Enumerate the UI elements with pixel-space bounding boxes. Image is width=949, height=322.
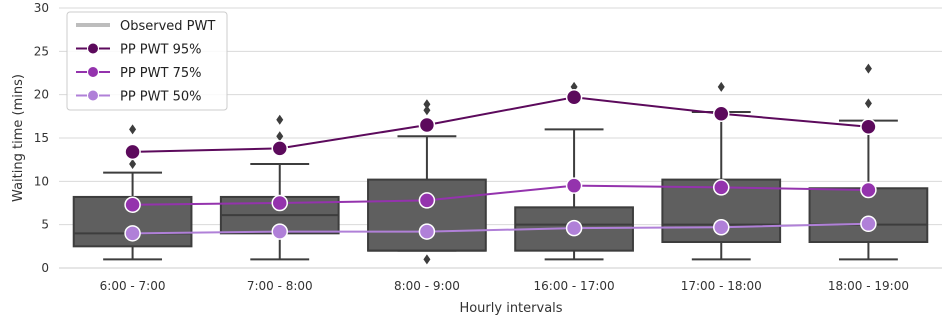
box-iqr	[367, 178, 487, 252]
outlier-point	[717, 81, 725, 92]
boxes	[72, 63, 929, 265]
series-point	[860, 181, 877, 199]
legend: Observed PWT PP PWT 95% PP PWT 75% PP PWT 5…	[66, 11, 228, 111]
x-tick-label: 8:00 - 9:00	[394, 279, 460, 293]
series-point	[418, 116, 436, 134]
series-point	[713, 219, 730, 236]
outlier-point	[864, 63, 872, 74]
legend-label: PP PWT 50%	[120, 90, 201, 105]
outlier-point	[423, 99, 431, 110]
series-line	[132, 222, 869, 235]
series-point	[565, 177, 583, 194]
series-point	[713, 105, 730, 122]
y-tick-label: 10	[34, 174, 49, 188]
x-tick-label: 17:00 - 18:00	[681, 279, 762, 293]
series-point	[418, 223, 436, 240]
x-axis-label: Hourly intervals	[459, 301, 562, 316]
series-2	[124, 177, 877, 213]
series-point	[860, 118, 877, 135]
outlier-point	[276, 114, 284, 125]
series-line	[132, 184, 869, 206]
legend-label: PP PWT 75%	[120, 66, 201, 81]
legend-marker	[87, 66, 99, 78]
series-point	[418, 192, 436, 209]
y-axis-label: Waiting time (mins)	[11, 74, 26, 202]
outlier-point	[129, 159, 137, 169]
outlier-point	[129, 124, 137, 135]
x-tick-label: 7:00 - 8:00	[247, 279, 313, 293]
y-tick-label: 5	[41, 218, 49, 232]
legend-marker	[87, 42, 99, 55]
y-tick-label: 20	[34, 88, 49, 102]
series-point	[124, 225, 141, 242]
outlier-point	[864, 98, 872, 109]
y-tick-labels: 0 5 10 15 20 25 30	[34, 1, 49, 275]
outlier-point	[423, 105, 431, 116]
series-1	[124, 89, 877, 161]
legend-box	[66, 11, 228, 111]
legend-marker	[87, 89, 99, 102]
legend-label: Observed PWT	[120, 19, 215, 34]
x-tick-labels: 6:00 - 7:00 7:00 - 8:00 8:00 - 9:00 16:00 -…	[100, 279, 909, 293]
series-line	[132, 96, 869, 153]
legend-label: PP PWT 95%	[120, 43, 201, 58]
series-3	[124, 215, 877, 242]
series-lines	[124, 89, 877, 242]
series-point	[271, 223, 288, 240]
series-point	[860, 215, 877, 233]
y-tick-label: 25	[34, 44, 49, 58]
series-point	[271, 140, 288, 157]
outlier-point	[423, 254, 431, 265]
legend-entry-2: PP PWT 95%	[76, 42, 201, 58]
series-point	[124, 196, 141, 213]
outlier-point	[276, 131, 284, 142]
x-tick-label: 18:00 - 19:00	[828, 279, 909, 293]
series-point	[565, 89, 583, 106]
series-point	[124, 143, 141, 161]
series-point	[713, 179, 730, 196]
legend-entry-3: PP PWT 75%	[76, 66, 201, 81]
series-point	[271, 194, 288, 212]
series-point	[565, 219, 583, 237]
y-tick-label: 0	[41, 261, 49, 275]
y-tick-label: 30	[34, 1, 49, 15]
x-tick-label: 6:00 - 7:00	[100, 279, 166, 293]
legend-entry-4: PP PWT 50%	[76, 89, 201, 105]
legend-entry-1: Observed PWT	[76, 19, 215, 34]
x-tick-label: 16:00 - 17:00	[534, 279, 615, 293]
y-tick-label: 15	[34, 131, 49, 145]
